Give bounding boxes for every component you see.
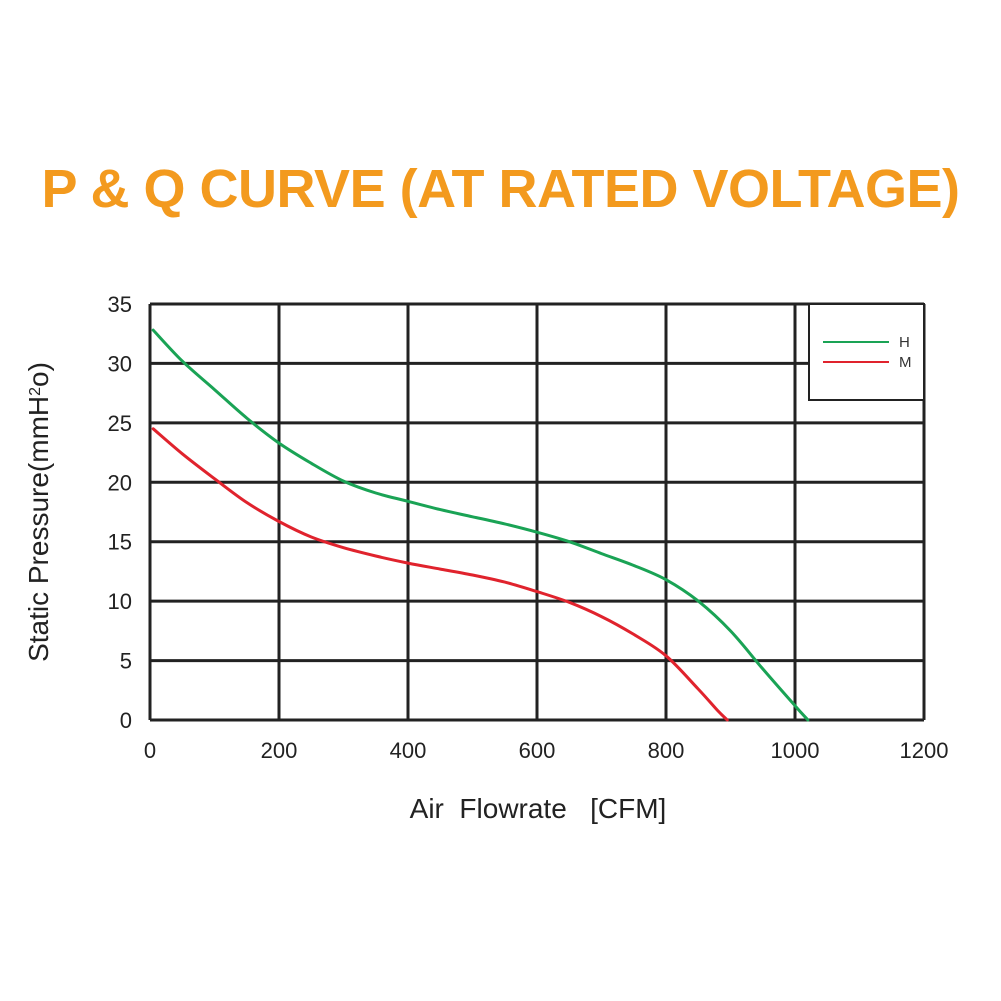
chart-title: P & Q CURVE (AT RATED VOLTAGE) bbox=[41, 159, 960, 219]
x-tick-label-800: 800 bbox=[648, 738, 685, 763]
legend-label-M: M bbox=[899, 354, 912, 371]
tick-labels: 0 200 400 600 800 1000 1200 0 5 10 15 20 25 30 35 bbox=[108, 292, 949, 763]
legend: HM bbox=[808, 303, 925, 401]
x-axis-label: Air Flowrate [CFM] bbox=[410, 793, 667, 824]
y-tick-label-20: 20 bbox=[108, 470, 132, 495]
y-axis-label-superscript: 2 bbox=[27, 387, 44, 396]
y-tick-label-10: 10 bbox=[108, 589, 132, 614]
y-tick-label-25: 25 bbox=[108, 411, 132, 436]
y-tick-label-30: 30 bbox=[108, 351, 132, 376]
legend-box bbox=[808, 303, 925, 401]
x-tick-label-400: 400 bbox=[390, 738, 427, 763]
x-tick-label-200: 200 bbox=[261, 738, 298, 763]
y-tick-label-0: 0 bbox=[120, 708, 132, 733]
x-tick-label-1000: 1000 bbox=[771, 738, 820, 763]
series-lines bbox=[151, 328, 810, 722]
x-tick-label-0: 0 bbox=[144, 738, 156, 763]
grid bbox=[148, 302, 926, 722]
series-line-M bbox=[151, 427, 729, 722]
legend-label-H: H bbox=[899, 334, 910, 351]
y-axis-label-end: o) bbox=[23, 362, 54, 387]
y-axis-label: Static Pressure(mmH2o) bbox=[23, 362, 54, 662]
series-line-H bbox=[151, 328, 810, 722]
x-tick-label-600: 600 bbox=[519, 738, 556, 763]
y-tick-label-5: 5 bbox=[120, 649, 132, 674]
y-tick-label-15: 15 bbox=[108, 530, 132, 555]
y-tick-label-35: 35 bbox=[108, 292, 132, 317]
x-tick-label-1200: 1200 bbox=[900, 738, 949, 763]
y-axis-label-main: Static Pressure(mmH bbox=[23, 396, 54, 662]
